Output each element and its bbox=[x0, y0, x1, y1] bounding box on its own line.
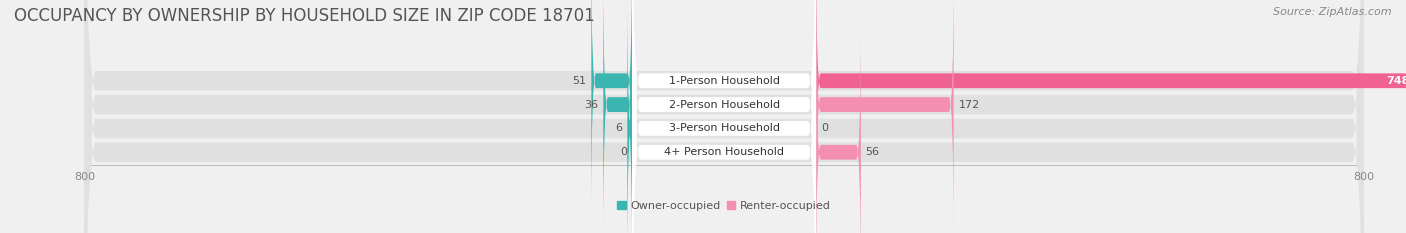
FancyBboxPatch shape bbox=[84, 0, 1364, 233]
Text: 0: 0 bbox=[620, 147, 627, 157]
Text: Source: ZipAtlas.com: Source: ZipAtlas.com bbox=[1274, 7, 1392, 17]
FancyBboxPatch shape bbox=[84, 0, 1364, 233]
FancyBboxPatch shape bbox=[592, 0, 633, 216]
Text: OCCUPANCY BY OWNERSHIP BY HOUSEHOLD SIZE IN ZIP CODE 18701: OCCUPANCY BY OWNERSHIP BY HOUSEHOLD SIZE… bbox=[14, 7, 595, 25]
Text: 0: 0 bbox=[821, 123, 828, 134]
FancyBboxPatch shape bbox=[603, 0, 633, 233]
FancyBboxPatch shape bbox=[633, 0, 815, 233]
FancyBboxPatch shape bbox=[815, 17, 860, 233]
FancyBboxPatch shape bbox=[815, 0, 953, 233]
FancyBboxPatch shape bbox=[627, 0, 633, 233]
Text: 51: 51 bbox=[572, 76, 586, 86]
Text: 56: 56 bbox=[866, 147, 880, 157]
Legend: Owner-occupied, Renter-occupied: Owner-occupied, Renter-occupied bbox=[613, 196, 835, 216]
Text: 172: 172 bbox=[959, 99, 980, 110]
Text: 6: 6 bbox=[616, 123, 623, 134]
FancyBboxPatch shape bbox=[633, 0, 815, 233]
FancyBboxPatch shape bbox=[633, 0, 815, 233]
Text: 36: 36 bbox=[585, 99, 599, 110]
FancyBboxPatch shape bbox=[633, 0, 815, 233]
FancyBboxPatch shape bbox=[84, 0, 1364, 233]
Text: 3-Person Household: 3-Person Household bbox=[669, 123, 779, 134]
Text: 4+ Person Household: 4+ Person Household bbox=[664, 147, 785, 157]
Text: 2-Person Household: 2-Person Household bbox=[668, 99, 780, 110]
FancyBboxPatch shape bbox=[84, 0, 1364, 233]
FancyBboxPatch shape bbox=[815, 0, 1406, 216]
Text: 748: 748 bbox=[1386, 76, 1406, 86]
Text: 1-Person Household: 1-Person Household bbox=[669, 76, 779, 86]
